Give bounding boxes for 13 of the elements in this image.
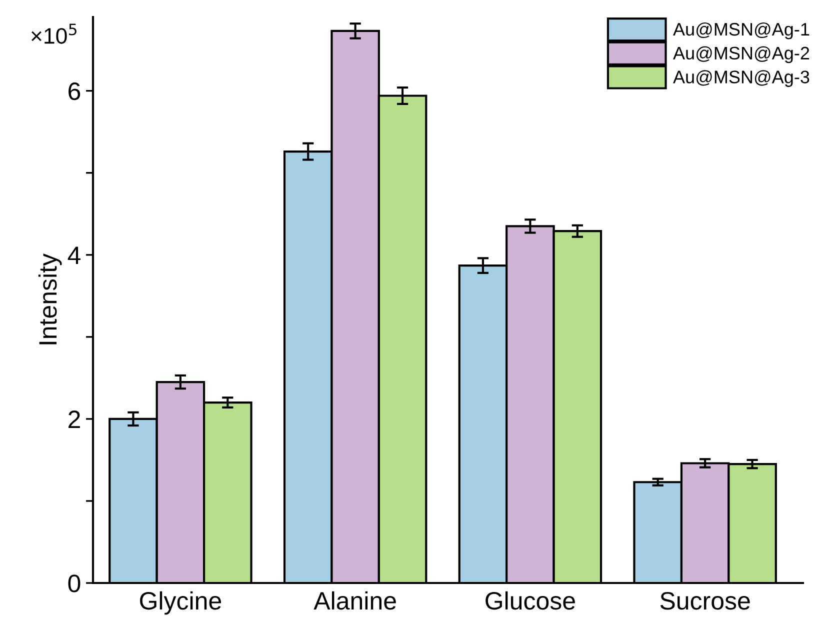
legend-label: Au@MSN@Ag-3 — [673, 70, 810, 87]
y-tick-label: 2 — [68, 410, 80, 428]
x-tick-label: Glycine — [140, 591, 222, 615]
legend-label: Au@MSN@Ag-2 — [673, 46, 810, 64]
text: ×10$^{5}$ — [32, 24, 76, 44]
y-tick-label: 0 — [68, 574, 80, 592]
y-tick-label: 4 — [68, 246, 80, 264]
y-tick-label: 6 — [68, 82, 80, 100]
x-tick-label: Sucrose — [660, 592, 750, 610]
x-tick-label: Alanine — [314, 591, 396, 610]
y-axis-title: Intensity — [38, 253, 62, 344]
legend-label: Au@MSN@Ag-1 — [673, 22, 810, 40]
x-tick-label: Glucose — [486, 591, 575, 610]
